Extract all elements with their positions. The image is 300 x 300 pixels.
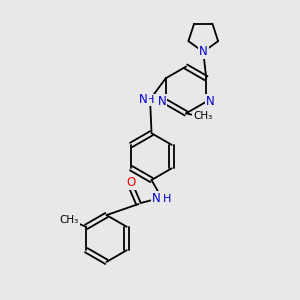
Text: H: H: [146, 95, 154, 105]
Text: N: N: [158, 95, 167, 108]
Text: O: O: [127, 176, 136, 190]
Text: N: N: [206, 95, 214, 108]
Text: N: N: [139, 93, 148, 106]
Text: CH₃: CH₃: [59, 215, 79, 225]
Text: N: N: [199, 45, 208, 58]
Text: CH₃: CH₃: [193, 111, 212, 122]
Text: H: H: [163, 194, 172, 204]
Text: N: N: [152, 192, 161, 205]
